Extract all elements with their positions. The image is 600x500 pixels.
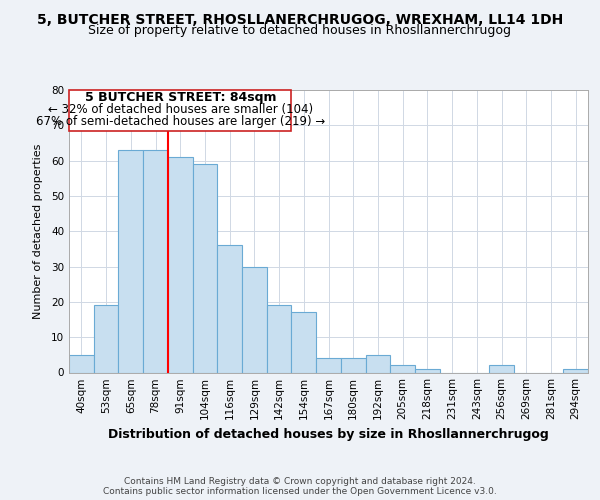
Y-axis label: Number of detached properties: Number of detached properties: [32, 144, 43, 319]
Bar: [168, 157, 193, 372]
Bar: [94, 306, 118, 372]
Bar: [563, 369, 588, 372]
Text: Size of property relative to detached houses in Rhosllannerchrugog: Size of property relative to detached ho…: [89, 24, 511, 37]
Bar: [316, 358, 341, 372]
Text: ← 32% of detached houses are smaller (104): ← 32% of detached houses are smaller (10…: [48, 103, 313, 116]
Bar: [143, 150, 168, 372]
Bar: [118, 150, 143, 372]
Bar: [390, 366, 415, 372]
Bar: [69, 355, 94, 372]
Bar: [242, 266, 267, 372]
X-axis label: Distribution of detached houses by size in Rhosllannerchrugog: Distribution of detached houses by size …: [108, 428, 549, 441]
Bar: [292, 312, 316, 372]
Bar: [489, 366, 514, 372]
Text: Contains HM Land Registry data © Crown copyright and database right 2024.: Contains HM Land Registry data © Crown c…: [124, 476, 476, 486]
Bar: [365, 355, 390, 372]
Bar: [267, 306, 292, 372]
Bar: [217, 246, 242, 372]
Bar: [415, 369, 440, 372]
Bar: [341, 358, 365, 372]
FancyBboxPatch shape: [70, 90, 292, 130]
Text: 5, BUTCHER STREET, RHOSLLANERCHRUGOG, WREXHAM, LL14 1DH: 5, BUTCHER STREET, RHOSLLANERCHRUGOG, WR…: [37, 12, 563, 26]
Text: Contains public sector information licensed under the Open Government Licence v3: Contains public sector information licen…: [103, 486, 497, 496]
Text: 5 BUTCHER STREET: 84sqm: 5 BUTCHER STREET: 84sqm: [85, 90, 276, 104]
Bar: [193, 164, 217, 372]
Text: 67% of semi-detached houses are larger (219) →: 67% of semi-detached houses are larger (…: [36, 116, 325, 128]
